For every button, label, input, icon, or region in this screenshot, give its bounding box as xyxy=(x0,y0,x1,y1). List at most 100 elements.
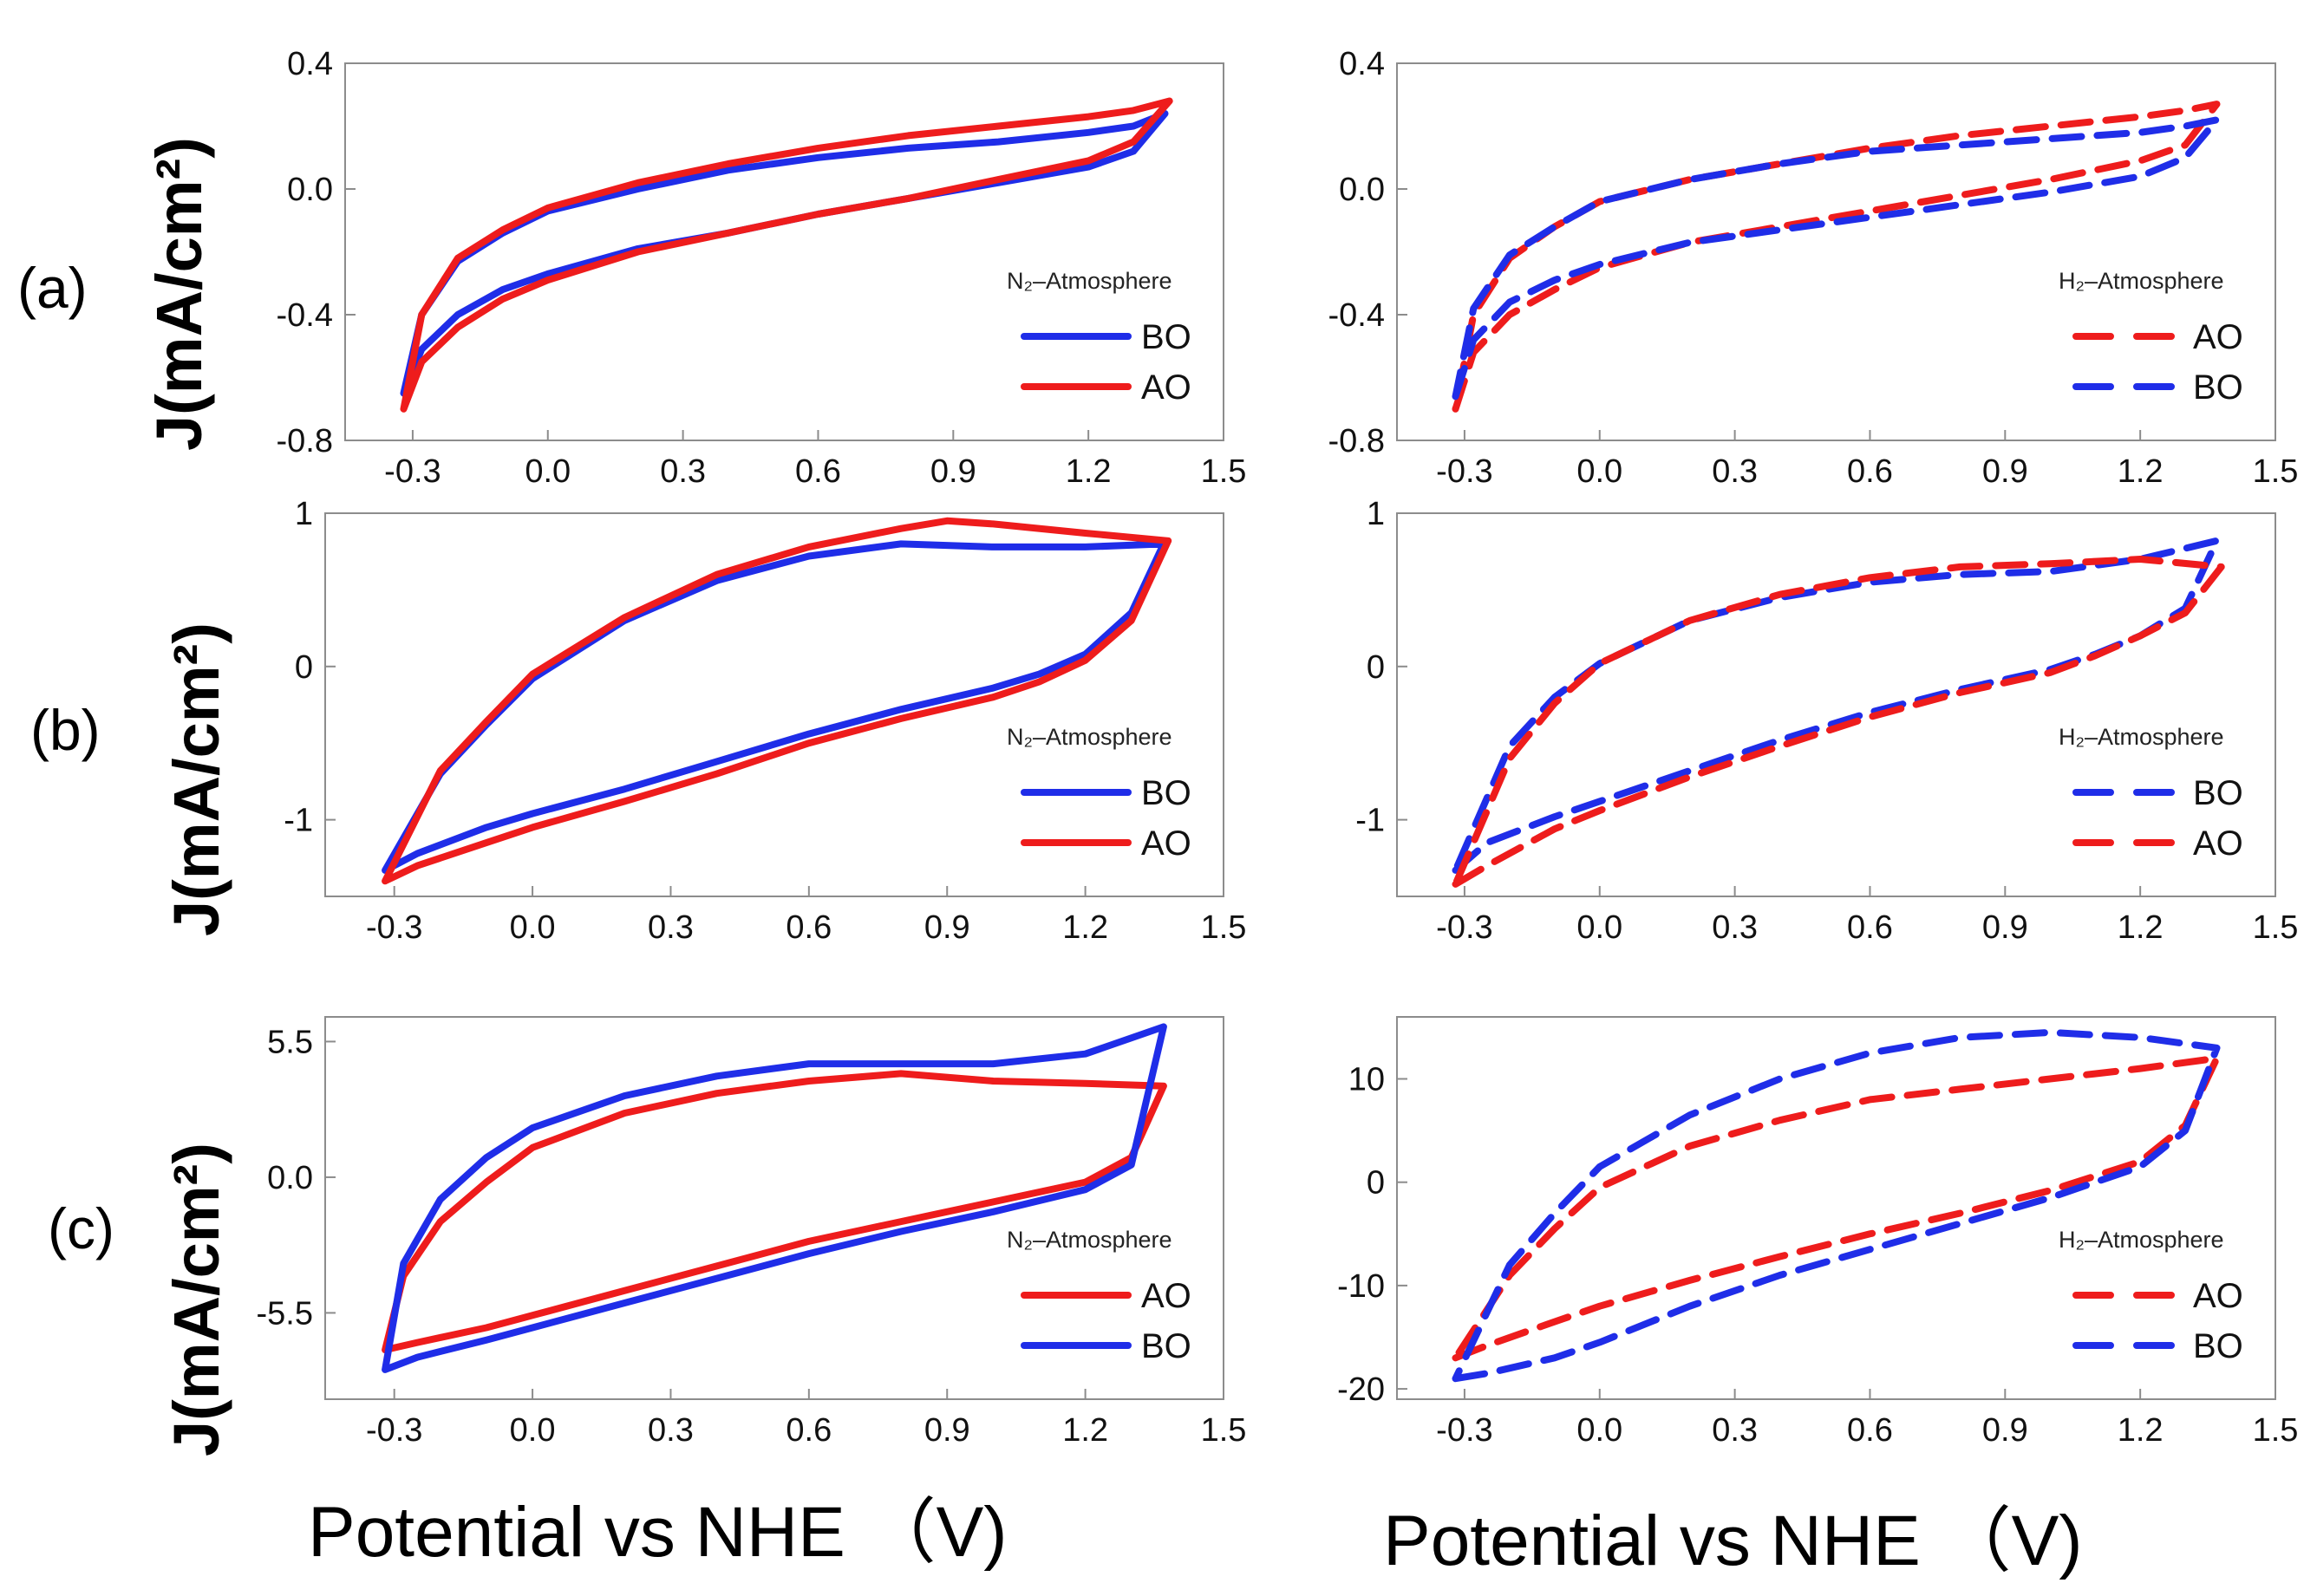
legend-label-ao: AO xyxy=(1141,368,1191,407)
x-tick-label: 0.3 xyxy=(648,909,694,946)
x-tick-label: 0.9 xyxy=(924,909,970,946)
x-tick-label: 1.5 xyxy=(2253,1412,2299,1449)
y-tick-label: 0.0 xyxy=(267,1160,313,1196)
series-line-ao xyxy=(382,1070,1167,1354)
x-tick-label: 1.2 xyxy=(1066,453,1112,490)
series-line-ao xyxy=(1452,1054,2221,1362)
x-tick-label: 0.9 xyxy=(1982,1412,2028,1449)
x-tick-label: 1.2 xyxy=(2118,1412,2164,1449)
x-tick-label: 1.5 xyxy=(1201,909,1247,946)
x-tick-label: 0.3 xyxy=(1712,909,1758,946)
x-tick-label: -0.3 xyxy=(1436,1412,1492,1449)
x-tick-label: 1.5 xyxy=(1201,453,1247,490)
x-tick-label: -0.3 xyxy=(366,1412,422,1449)
x-tick-label: 0.6 xyxy=(1847,909,1893,946)
x-tick-label: 0.6 xyxy=(786,909,832,946)
legend-title: N₂–Atmosphere xyxy=(1007,724,1172,750)
x-tick-label: 0.9 xyxy=(1982,909,2028,946)
series-line-ao xyxy=(1452,101,2221,413)
chart-c-H2: -0.3 0.0 0.3 0.6 0.9 1.2 1.5 -20 -10 0 10 H₂–Atmosp… xyxy=(1337,1016,2299,1449)
legend-label-bo: BO xyxy=(2193,368,2243,407)
chart-a-H2: -0.3 0.0 0.3 0.6 0.9 1.2 1.5 -0.8 -0.4 0.0 0.4 H₂–A… xyxy=(1328,46,2299,490)
plot-frame xyxy=(1396,512,2276,897)
x-tick-label: 1.5 xyxy=(2253,909,2299,946)
legend-title: H₂–Atmosphere xyxy=(2059,724,2224,750)
x-tick-label: 1.2 xyxy=(2118,453,2164,490)
y-tick-label: -0.8 xyxy=(1328,423,1385,459)
y-tick-label: 0.4 xyxy=(287,46,333,82)
y-tick-label: -1 xyxy=(1355,803,1385,839)
series-line-bo xyxy=(1452,1028,2221,1383)
x-tick-label: 0.9 xyxy=(924,1412,970,1449)
y-axis-label-b: J(mA/cm²) xyxy=(160,622,232,936)
x-tick-label: 0.3 xyxy=(660,453,706,490)
series-line-bo xyxy=(1452,116,2221,401)
y-tick-label: 5.5 xyxy=(267,1024,313,1060)
x-tick-label: 0.9 xyxy=(930,453,976,490)
x-tick-label: -0.3 xyxy=(1436,909,1492,946)
x-tick-label: 0.0 xyxy=(1576,1412,1622,1449)
x-tick-label: 1.2 xyxy=(2118,909,2164,946)
panels: -0.3 0.0 0.3 0.6 0.9 1.2 1.5 -0.8 -0.4 0.0 0.4 N₂–A… xyxy=(257,46,2299,1449)
legend-title: H₂–Atmosphere xyxy=(2059,268,2224,294)
x-tick-label: 0.0 xyxy=(525,453,571,490)
y-tick-label: 0.4 xyxy=(1339,46,1385,82)
y-tick-label: -0.4 xyxy=(277,297,333,334)
x-tick-label: 0.6 xyxy=(1847,453,1893,490)
legend-title: H₂–Atmosphere xyxy=(2059,1227,2224,1253)
y-tick-label: 0 xyxy=(1367,1165,1385,1202)
x-tick-label: 0.0 xyxy=(510,1412,556,1449)
x-axis-label-right: Potential vs NHE （V) xyxy=(1383,1502,2083,1580)
panel-label-a: (a) xyxy=(17,256,88,320)
x-tick-label: 0.9 xyxy=(1982,453,2028,490)
legend-title: N₂–Atmosphere xyxy=(1007,1227,1172,1253)
legend-label-bo: BO xyxy=(2193,774,2243,812)
x-tick-label: -0.3 xyxy=(366,909,422,946)
legend-label-ao: AO xyxy=(2193,318,2243,356)
legend-label-bo: BO xyxy=(1141,1327,1191,1365)
series-line-ao xyxy=(400,97,1173,413)
legend-label-bo: BO xyxy=(1141,774,1191,812)
y-axis-label-a: J(mA/cm²) xyxy=(143,137,215,451)
chart-b-N2: -0.3 0.0 0.3 0.6 0.9 1.2 1.5 -1 0 1 N₂–Atmosphere B… xyxy=(284,496,1246,946)
y-tick-label: 1 xyxy=(295,496,313,532)
series-line-bo xyxy=(382,1023,1167,1373)
x-tick-label: 0.6 xyxy=(786,1412,832,1449)
y-tick-label: -0.4 xyxy=(1328,297,1385,334)
x-axis-label-left: Potential vs NHE （V) xyxy=(308,1493,1008,1572)
legend-label-ao: AO xyxy=(1141,1277,1191,1315)
x-tick-label: 0.0 xyxy=(510,909,556,946)
x-tick-label: -0.3 xyxy=(1436,453,1492,490)
x-tick-label: 1.2 xyxy=(1062,1412,1108,1449)
legend-label-bo: BO xyxy=(1141,318,1191,356)
y-tick-label: 0 xyxy=(1367,649,1385,686)
plot-frame xyxy=(1396,62,2276,441)
y-tick-label: 1 xyxy=(1367,496,1385,532)
y-axis-label-c: J(mA/cm²) xyxy=(160,1143,232,1456)
y-tick-label: -1 xyxy=(284,803,313,839)
x-tick-label: 0.0 xyxy=(1576,453,1622,490)
chart-b-H2: -0.3 0.0 0.3 0.6 0.9 1.2 1.5 -1 0 1 H₂–Atmosphere B… xyxy=(1355,496,2298,946)
series-line-bo xyxy=(1452,537,2221,874)
y-tick-label: -5.5 xyxy=(257,1295,313,1332)
y-tick-label: -10 xyxy=(1337,1268,1385,1305)
series-line-ao xyxy=(1452,556,2225,888)
y-tick-label: 10 xyxy=(1348,1062,1385,1098)
x-tick-label: 0.3 xyxy=(1712,1412,1758,1449)
x-tick-label: -0.3 xyxy=(384,453,441,490)
x-tick-label: 0.3 xyxy=(1712,453,1758,490)
series-line-ao xyxy=(382,517,1172,885)
plot-frame xyxy=(344,62,1224,441)
y-tick-label: 0 xyxy=(295,649,313,686)
y-tick-label: -0.8 xyxy=(277,423,333,459)
legend-label-ao: AO xyxy=(2193,824,2243,863)
panel-label-b: (b) xyxy=(30,698,101,762)
plot-frame xyxy=(324,1016,1224,1400)
x-tick-label: 1.5 xyxy=(2253,453,2299,490)
legend-label-ao: AO xyxy=(1141,824,1191,863)
x-tick-label: 1.5 xyxy=(1201,1412,1247,1449)
y-tick-label: 0.0 xyxy=(1339,172,1385,208)
x-tick-label: 0.6 xyxy=(1847,1412,1893,1449)
panel-label-c: (c) xyxy=(48,1196,114,1261)
